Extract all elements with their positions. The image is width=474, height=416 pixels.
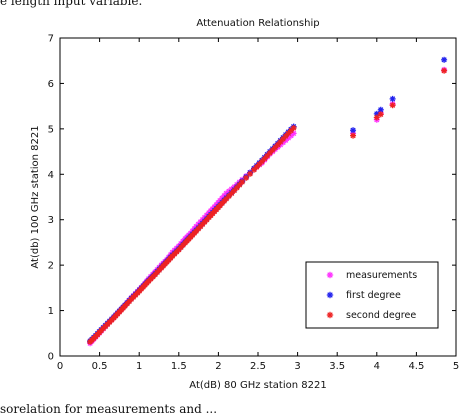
data-point-second-degree — [350, 132, 357, 139]
data-point-first-degree — [389, 95, 396, 102]
y-axis: 0 1 2 3 4 5 6 7 — [48, 34, 456, 363]
legend-marker-second-degree — [326, 311, 334, 319]
data-point-first-degree — [350, 127, 357, 134]
x-tick-label: 3 — [294, 361, 300, 372]
y-tick-label: 0 — [48, 352, 54, 363]
y-tick-label: 4 — [48, 170, 54, 181]
legend-label: second degree — [346, 310, 416, 321]
data-point-second-degree — [239, 179, 246, 186]
chart-title: Attenuation Relationship — [196, 18, 319, 29]
y-tick-label: 5 — [48, 124, 54, 135]
x-tick-label: 4.5 — [408, 361, 424, 372]
legend-marker-first-degree — [326, 291, 334, 299]
data-point-second-degree — [243, 174, 250, 181]
x-tick-label: 2.5 — [250, 361, 266, 372]
legend: measurements first degree second degree — [305, 261, 439, 329]
legend-label: first degree — [346, 290, 401, 301]
y-axis-label: At(db) 100 GHz station 8221 — [30, 125, 41, 268]
data-point-second-degree — [389, 102, 396, 109]
x-axis: 0 0.5 1 1.5 2 2.5 3 3.5 4 4.5 5 — [57, 38, 459, 372]
page-text-top: e length input variable. — [0, 0, 143, 8]
y-tick-label: 2 — [48, 261, 54, 272]
y-tick-label: 3 — [48, 215, 54, 226]
x-tick-label: 2 — [215, 361, 221, 372]
x-tick-label: 1.5 — [171, 361, 187, 372]
x-tick-label: 5 — [453, 361, 459, 372]
y-tick-label: 6 — [48, 79, 54, 90]
legend-label: measurements — [346, 270, 417, 281]
data-point-second-degree — [247, 170, 254, 177]
data-point-second-degree — [290, 124, 297, 131]
x-tick-label: 1 — [136, 361, 142, 372]
x-axis-label: At(dB) 80 GHz station 8221 — [189, 380, 326, 391]
x-tick-label: 4 — [374, 361, 380, 372]
data-point-second-degree — [377, 111, 384, 118]
data-points — [87, 56, 448, 347]
y-tick-label: 7 — [48, 34, 54, 45]
y-tick-label: 1 — [48, 306, 54, 317]
legend-marker-measurements — [326, 271, 334, 279]
page-text-bottom: sorelation for measurements and ... — [0, 402, 218, 416]
x-tick-label: 0.5 — [92, 361, 108, 372]
x-tick-label: 0 — [57, 361, 63, 372]
data-point-first-degree — [441, 56, 448, 63]
x-tick-label: 3.5 — [329, 361, 345, 372]
data-point-second-degree — [441, 67, 448, 74]
